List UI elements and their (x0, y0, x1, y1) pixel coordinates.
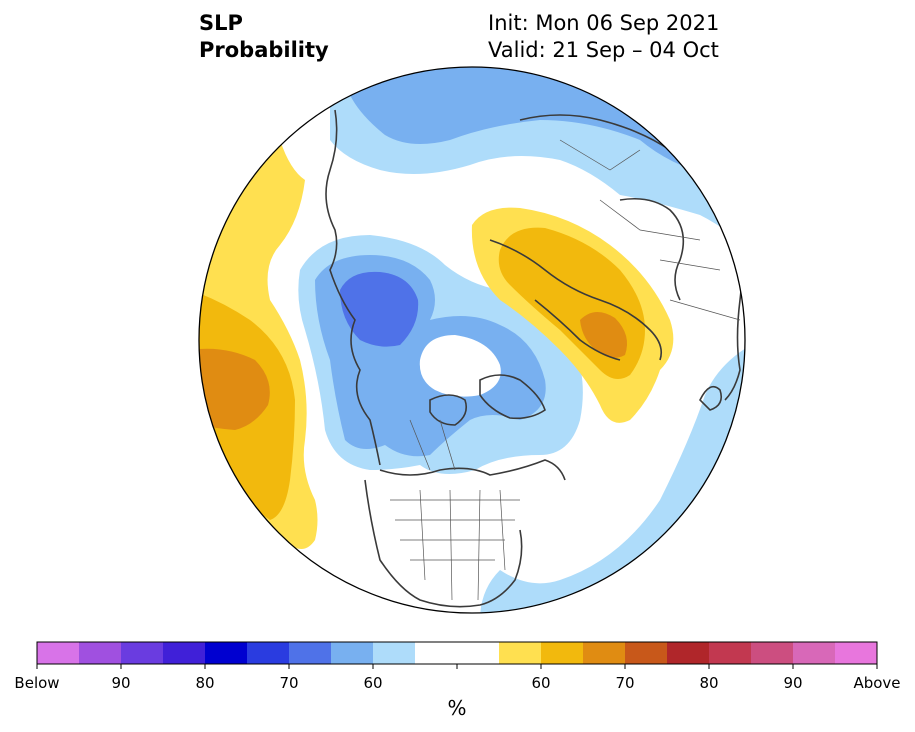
colorbar-swatch (79, 642, 122, 664)
colorbar-swatch (457, 642, 500, 664)
colorbar (36, 641, 878, 669)
colorbar-swatch (121, 642, 164, 664)
colorbar-tick-label: Below (14, 674, 60, 692)
colorbar-tick-label: 60 (531, 674, 551, 692)
above-80-pacific (199, 348, 270, 430)
colorbar-tick-label: 60 (363, 674, 383, 692)
above-80-europe (580, 311, 628, 358)
colorbar-tick-label: Above (853, 674, 901, 692)
colorbar-swatch (331, 642, 374, 664)
colorbar-swatch (667, 642, 710, 664)
colorbar-swatch (583, 642, 626, 664)
colorbar-swatch (247, 642, 290, 664)
valid-range: Valid: 21 Sep – 04 Oct (488, 38, 719, 62)
chart-title-block: SLP Probability (199, 10, 329, 64)
colorbar-tick-label: 70 (279, 674, 299, 692)
colorbar-swatch (415, 642, 458, 664)
colorbar-swatch (37, 642, 80, 664)
colorbar-swatch (289, 642, 332, 664)
colorbar-tick-label: 90 (783, 674, 803, 692)
field-title: Probability (199, 38, 329, 62)
colorbar-swatch (709, 642, 752, 664)
probability-field (199, 67, 745, 613)
colorbar-swatch (835, 642, 878, 664)
political-borders (390, 139, 741, 601)
init-date: Init: Mon 06 Sep 2021 (488, 11, 720, 35)
colorbar-swatch (373, 642, 416, 664)
colorbar-swatch (625, 642, 668, 664)
colorbar-swatch (205, 642, 248, 664)
colorbar-swatch (793, 642, 836, 664)
colorbar-swatch (751, 642, 794, 664)
date-block: Init: Mon 06 Sep 2021 Valid: 21 Sep – 04… (488, 10, 719, 64)
colorbar-swatch (163, 642, 206, 664)
colorbar-tick-label: 70 (615, 674, 635, 692)
colorbar-tick-label: 80 (195, 674, 215, 692)
globe-outline (198, 66, 746, 614)
colorbar-swatch (499, 642, 542, 664)
below-80-arctic (340, 271, 419, 347)
colorbar-swatch (541, 642, 584, 664)
colorbar-tick-label: 80 (699, 674, 719, 692)
colorbar-tick-label: 90 (111, 674, 131, 692)
colorbar-units: % (447, 696, 467, 720)
variable-title: SLP (199, 11, 243, 35)
